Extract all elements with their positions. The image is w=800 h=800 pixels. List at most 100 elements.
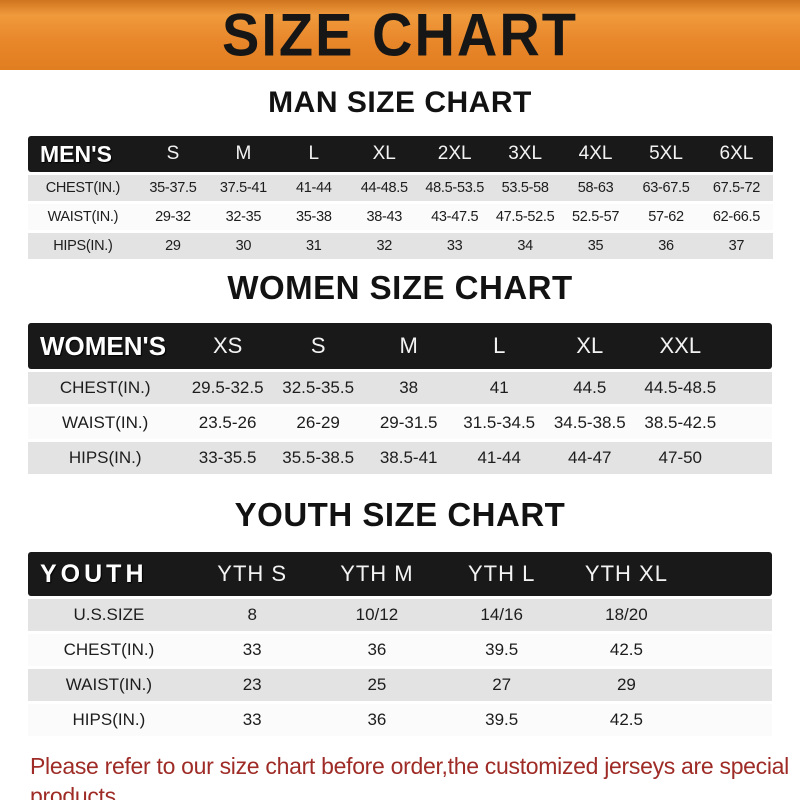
corner-label: YOUTH — [28, 552, 190, 596]
measurement-row: WAIST(IN.) 23.5-26 26-29 29-31.5 31.5-34.5 34… — [28, 407, 772, 439]
size-column-header: XL — [544, 323, 636, 369]
corner-label: WOMEN'S — [28, 323, 183, 369]
measurement-value-cell: 67.5-72 — [701, 175, 772, 201]
size-column-header: XL — [349, 136, 420, 172]
measurement-value-cell: 44-48.5 — [349, 175, 420, 201]
measurement-value-cell: 62-66.5 — [701, 204, 772, 230]
size-column-header: S — [272, 323, 364, 369]
size-header-row: MEN'S S M L XL 2XL 3XL 4XL 5XL 6XL — [28, 136, 772, 172]
size-header-row: YOUTH YTH S YTH M YTH L YTH XL — [28, 552, 772, 596]
measurement-row: U.S.SIZE 8 10/12 14/16 18/20 — [28, 599, 772, 631]
measurement-value-cell: 34 — [489, 233, 561, 259]
measurement-value-cell: 39.5 — [439, 704, 565, 736]
measurement-row-label: HIPS(IN.) — [28, 704, 190, 736]
measurement-value-cell: 10/12 — [314, 599, 440, 631]
empty-cell — [725, 407, 772, 439]
measurement-value-cell: 32 — [349, 233, 420, 259]
empty-cell — [688, 634, 772, 666]
measurement-value-cell: 29-32 — [137, 204, 209, 230]
size-column-header: YTH M — [314, 552, 440, 596]
measurement-value-cell: 53.5-58 — [489, 175, 561, 201]
measurement-row-label: WAIST(IN.) — [28, 204, 138, 230]
women-size-table: WOMEN'S XS S M L XL XXL CHEST(IN.) 29.5-32.5 32.5… — [28, 320, 772, 477]
size-header-row: WOMEN'S XS S M L XL XXL — [28, 323, 772, 369]
measurement-row-label: CHEST(IN.) — [28, 634, 190, 666]
measurement-value-cell: 33 — [419, 233, 490, 259]
measurement-value-cell: 27 — [439, 669, 565, 701]
measurement-value-cell: 35-38 — [278, 204, 350, 230]
measurement-row-label: HIPS(IN.) — [28, 233, 138, 259]
measurement-value-cell: 35 — [560, 233, 631, 259]
man-size-chart-section: MAN SIZE CHART MEN'S S M L XL 2XL 3XL 4XL 5XL 6XL… — [0, 86, 800, 262]
size-column-header: 2XL — [419, 136, 490, 172]
size-column-header: 5XL — [630, 136, 702, 172]
measurement-row: CHEST(IN.) 35-37.5 37.5-41 41-44 44-48.5 48.5… — [28, 175, 772, 201]
measurement-value-cell: 29 — [564, 669, 689, 701]
measurement-value-cell: 58-63 — [560, 175, 631, 201]
measurement-value-cell: 63-67.5 — [630, 175, 702, 201]
measurement-value-cell: 36 — [314, 704, 440, 736]
measurement-row: CHEST(IN.) 33 36 39.5 42.5 — [28, 634, 772, 666]
footer-note: Please refer to our size chart before or… — [30, 751, 800, 800]
measurement-value-cell: 48.5-53.5 — [419, 175, 490, 201]
measurement-value-cell: 26-29 — [272, 407, 364, 439]
measurement-value-cell: 18/20 — [564, 599, 689, 631]
measurement-row: HIPS(IN.) 29 30 31 32 33 34 35 36 37 — [28, 233, 772, 259]
empty-header-cell — [688, 552, 772, 596]
women-section-heading: WOMEN SIZE CHART — [227, 269, 573, 306]
measurement-row: HIPS(IN.) 33 36 39.5 42.5 — [28, 704, 772, 736]
measurement-value-cell: 43-47.5 — [419, 204, 490, 230]
size-column-header: YTH L — [439, 552, 565, 596]
measurement-value-cell: 41-44 — [278, 175, 350, 201]
size-column-header: L — [453, 323, 545, 369]
size-chart-banner: SIZE CHART — [0, 0, 800, 70]
size-column-header: 3XL — [489, 136, 561, 172]
measurement-value-cell: 37.5-41 — [208, 175, 279, 201]
measurement-value-cell: 25 — [314, 669, 440, 701]
measurement-row: HIPS(IN.) 33-35.5 35.5-38.5 38.5-41 41-44 44-… — [28, 442, 772, 474]
empty-header-cell — [725, 323, 772, 369]
measurement-value-cell: 36 — [314, 634, 440, 666]
size-column-header: 6XL — [701, 136, 772, 172]
measurement-row: CHEST(IN.) 29.5-32.5 32.5-35.5 38 41 44.5 44.5… — [28, 372, 772, 404]
empty-cell — [725, 372, 772, 404]
measurement-value-cell: 36 — [630, 233, 702, 259]
size-column-header: XXL — [635, 323, 726, 369]
size-column-header: L — [278, 136, 350, 172]
measurement-value-cell: 29.5-32.5 — [182, 372, 273, 404]
measurement-row-label: WAIST(IN.) — [28, 407, 183, 439]
measurement-value-cell: 34.5-38.5 — [544, 407, 636, 439]
measurement-value-cell: 31.5-34.5 — [453, 407, 545, 439]
size-column-header: S — [137, 136, 209, 172]
measurement-row-label: CHEST(IN.) — [28, 175, 138, 201]
measurement-value-cell: 37 — [701, 233, 772, 259]
measurement-value-cell: 38 — [363, 372, 454, 404]
measurement-row: WAIST(IN.) 23 25 27 29 — [28, 669, 772, 701]
measurement-value-cell: 33-35.5 — [182, 442, 273, 474]
empty-cell — [688, 599, 772, 631]
measurement-value-cell: 47-50 — [635, 442, 726, 474]
measurement-value-cell: 31 — [278, 233, 350, 259]
measurement-row-label: WAIST(IN.) — [28, 669, 190, 701]
size-column-header: 4XL — [560, 136, 631, 172]
youth-size-table: YOUTH YTH S YTH M YTH L YTH XL U.S.SIZE 8 10/12… — [28, 549, 772, 739]
women-size-chart-section: WOMEN SIZE CHART WOMEN'S XS S M L XL XXL CHEST(… — [0, 269, 800, 477]
size-column-header: M — [208, 136, 279, 172]
youth-size-chart-section: YOUTH SIZE CHART YOUTH YTH S YTH M YTH L YTH… — [0, 496, 800, 739]
measurement-value-cell: 47.5-52.5 — [489, 204, 561, 230]
size-column-header: YTH XL — [564, 552, 689, 596]
measurement-value-cell: 52.5-57 — [560, 204, 631, 230]
measurement-value-cell: 38.5-41 — [363, 442, 454, 474]
measurement-value-cell: 38-43 — [349, 204, 420, 230]
empty-cell — [725, 442, 772, 474]
measurement-value-cell: 23 — [189, 669, 315, 701]
size-column-header: M — [363, 323, 454, 369]
measurement-value-cell: 32.5-35.5 — [272, 372, 364, 404]
measurement-value-cell: 30 — [208, 233, 279, 259]
measurement-value-cell: 38.5-42.5 — [635, 407, 726, 439]
measurement-row: WAIST(IN.) 29-32 32-35 35-38 38-43 43-47.5 47.… — [28, 204, 772, 230]
measurement-value-cell: 44-47 — [544, 442, 636, 474]
size-column-header: XS — [182, 323, 273, 369]
measurement-value-cell: 35.5-38.5 — [272, 442, 364, 474]
measurement-row-label: U.S.SIZE — [28, 599, 190, 631]
